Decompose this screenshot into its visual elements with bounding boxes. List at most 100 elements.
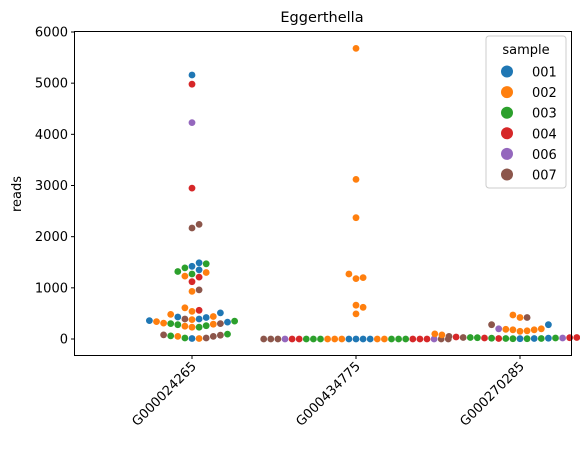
legend-marker-004 — [501, 127, 513, 140]
point-002 — [530, 326, 538, 334]
point-002 — [509, 326, 517, 334]
point-002 — [502, 325, 510, 333]
point-002 — [188, 323, 196, 331]
point-007 — [160, 331, 168, 339]
point-001 — [174, 313, 182, 321]
point-003 — [231, 317, 239, 325]
point-007 — [195, 286, 203, 294]
point-002 — [373, 335, 381, 343]
point-006 — [495, 325, 503, 333]
point-007 — [202, 334, 210, 342]
point-007 — [267, 335, 275, 343]
point-002 — [352, 275, 360, 282]
point-001 — [188, 71, 196, 79]
point-002 — [381, 335, 388, 343]
y-tick-label: 4000 — [35, 128, 68, 143]
y-tick-label: 0 — [60, 333, 68, 348]
point-001 — [195, 315, 203, 323]
chart-title: Eggerthella — [280, 10, 363, 26]
point-002 — [209, 320, 217, 328]
legend: sample 001 002 003 004 006 007 — [485, 35, 567, 189]
legend-label-007: 007 — [532, 169, 557, 184]
legend-label-001: 001 — [532, 66, 557, 81]
point-003 — [402, 335, 410, 343]
point-003 — [388, 335, 395, 343]
point-002 — [160, 319, 168, 327]
point-003 — [317, 335, 324, 343]
point-002 — [352, 214, 360, 222]
y-axis-label: reads — [10, 176, 25, 212]
point-004 — [188, 278, 196, 286]
legend-marker-006 — [501, 147, 513, 160]
point-002 — [167, 311, 175, 318]
point-003 — [466, 334, 474, 341]
point-002 — [352, 176, 360, 183]
point-004 — [495, 335, 503, 342]
point-003 — [474, 334, 481, 342]
point-004 — [423, 335, 431, 343]
point-002 — [509, 311, 517, 319]
point-001 — [188, 262, 196, 270]
point-002 — [188, 308, 196, 315]
point-002 — [181, 304, 189, 312]
point-003 — [167, 320, 175, 327]
point-007 — [188, 224, 196, 232]
point-004 — [409, 335, 417, 343]
point-006 — [188, 119, 196, 126]
legend-label-003: 003 — [532, 107, 557, 122]
point-002 — [352, 45, 360, 52]
y-axis: 0 1000 2000 3000 4000 5000 6000 — [35, 26, 75, 348]
y-tick-label: 1000 — [35, 281, 68, 296]
point-004 — [195, 273, 203, 281]
point-002 — [324, 335, 331, 343]
point-004 — [452, 333, 460, 341]
legend-title: sample — [502, 43, 549, 58]
point-001 — [188, 335, 196, 342]
point-007 — [217, 331, 224, 339]
point-003 — [523, 335, 531, 343]
point-001 — [202, 314, 210, 321]
point-002 — [352, 301, 360, 309]
point-002 — [209, 313, 217, 320]
point-006 — [281, 335, 289, 343]
point-004 — [295, 335, 303, 343]
point-002 — [181, 322, 189, 330]
point-004 — [573, 334, 580, 341]
point-002 — [153, 318, 160, 325]
point-001 — [352, 335, 360, 343]
legend-label-002: 002 — [532, 86, 557, 101]
point-002 — [181, 272, 189, 280]
point-002 — [202, 269, 210, 276]
point-003 — [502, 335, 510, 342]
point-002 — [338, 335, 346, 343]
point-001 — [545, 334, 552, 342]
point-007 — [523, 314, 531, 321]
point-001 — [545, 321, 552, 329]
point-004 — [566, 334, 574, 342]
point-007 — [195, 221, 203, 228]
point-001 — [530, 335, 538, 342]
legend-marker-001 — [501, 65, 513, 78]
point-002 — [188, 288, 196, 295]
point-007 — [274, 335, 282, 343]
point-007 — [181, 315, 189, 323]
y-tick-label: 2000 — [35, 230, 68, 245]
legend-marker-002 — [501, 86, 513, 99]
point-004 — [195, 306, 203, 314]
point-001 — [217, 309, 224, 317]
point-007 — [488, 321, 495, 329]
point-003 — [195, 323, 203, 331]
point-002 — [359, 303, 367, 311]
point-007 — [260, 335, 268, 343]
point-002 — [359, 274, 367, 281]
point-001 — [359, 335, 367, 343]
point-002 — [516, 314, 524, 321]
point-002 — [174, 333, 182, 340]
point-003 — [202, 322, 210, 330]
point-002 — [331, 335, 339, 343]
point-003 — [310, 335, 317, 343]
point-001 — [195, 259, 203, 267]
point-003 — [302, 335, 310, 343]
point-004 — [416, 335, 424, 343]
